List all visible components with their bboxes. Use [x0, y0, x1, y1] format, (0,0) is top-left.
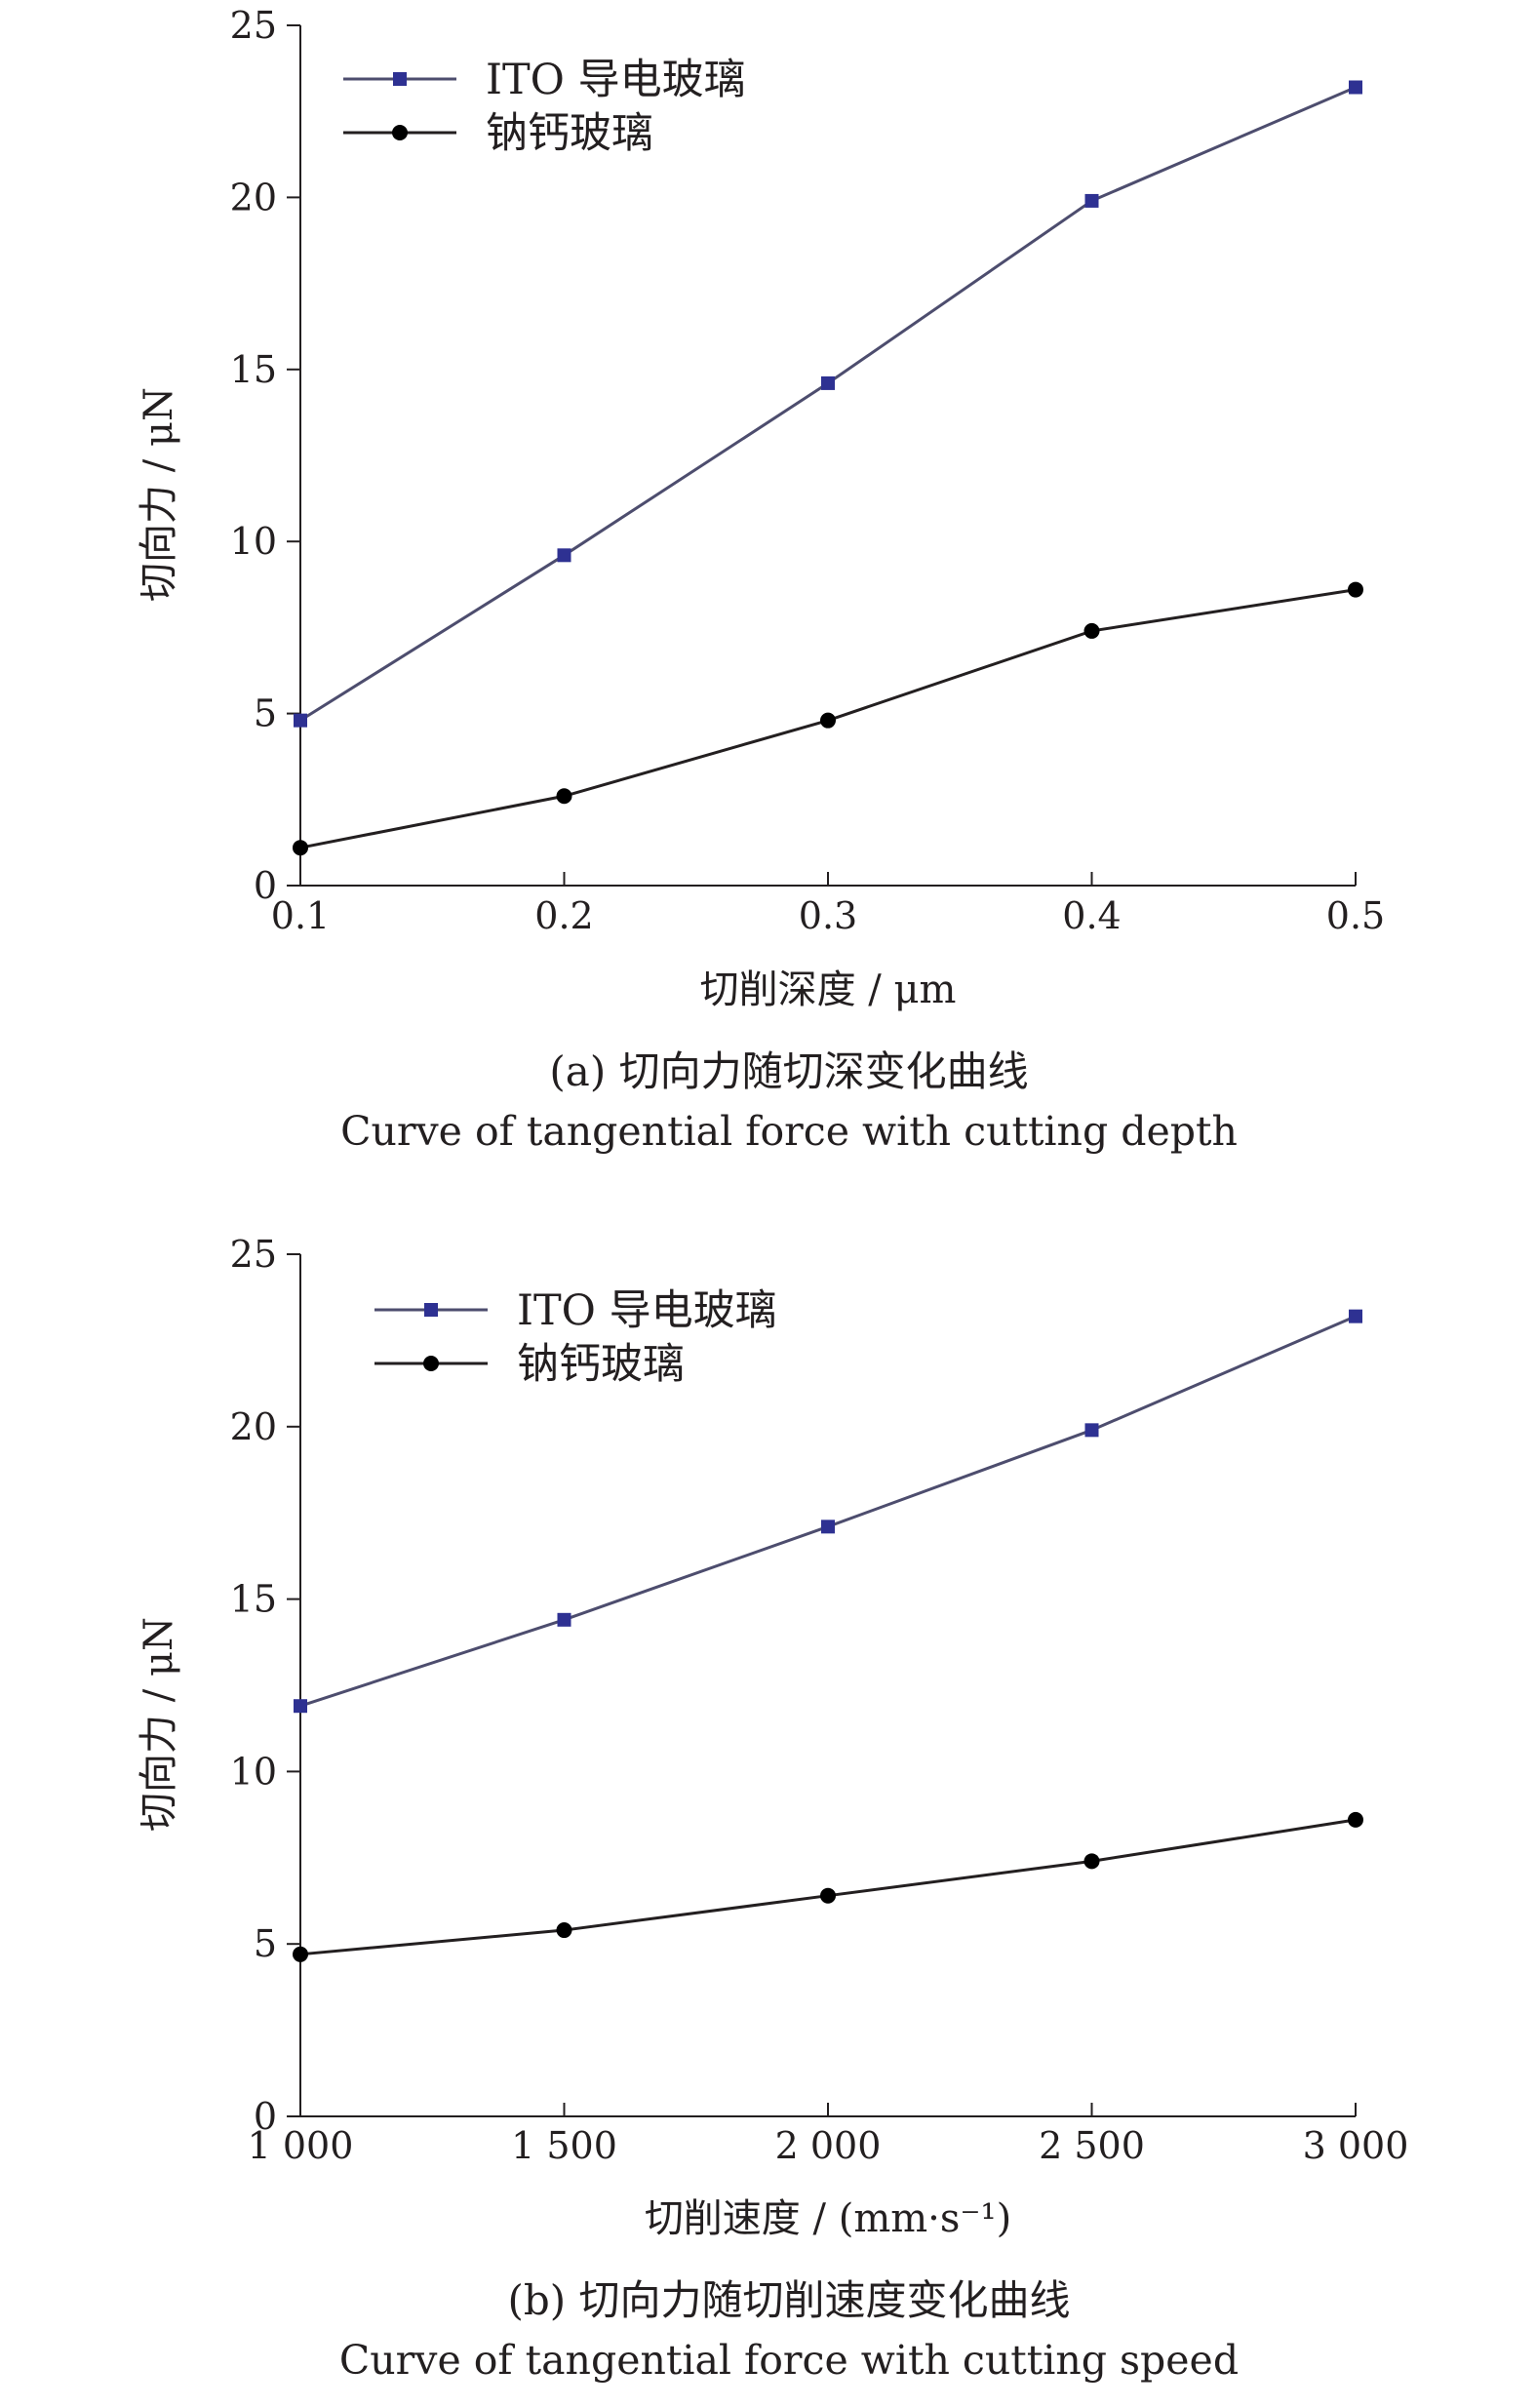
y-tick-label: 10 — [230, 520, 277, 563]
data-point-square — [294, 713, 307, 728]
x-tick-label: 0.4 — [1062, 894, 1121, 937]
data-point-square — [821, 1520, 835, 1534]
legend-marker-square — [393, 72, 407, 86]
data-point-circle — [1348, 1811, 1363, 1828]
data-point-square — [1349, 80, 1362, 95]
x-axis-title: 切削深度 / μm — [700, 967, 957, 1012]
y-tick-label: 10 — [230, 1750, 277, 1793]
series-line-0 — [299, 86, 1357, 722]
x-tick-label: 1 000 — [248, 2124, 354, 2167]
legend-label-0: ITO 导电玻璃 — [517, 1286, 777, 1335]
data-point-circle — [820, 1887, 836, 1904]
y-axis-title: 切向力 / μN — [137, 387, 181, 602]
data-point-square — [294, 1699, 307, 1714]
legend-marker-square — [424, 1303, 438, 1317]
series-line-0 — [299, 1315, 1357, 1708]
y-tick-label: 0 — [254, 2095, 277, 2138]
y-tick-label: 25 — [230, 4, 277, 47]
y-tick-label: 20 — [230, 176, 277, 218]
data-point-circle — [1348, 581, 1363, 598]
x-tick-label: 2 500 — [1039, 2124, 1145, 2167]
x-tick-label: 3 000 — [1303, 2124, 1409, 2167]
panel-b: 0 5 10 15 20 25 1 000 1 500 2 000 2 500 3 000 切削速度 … — [137, 1233, 1408, 2384]
data-point-square — [821, 375, 835, 390]
y-tick-label: 0 — [254, 864, 277, 907]
x-tick-label: 0.3 — [799, 894, 857, 937]
y-tick-label: 15 — [230, 1578, 277, 1621]
data-point-square — [1084, 193, 1099, 208]
legend-label-1: 钠钙玻璃 — [486, 109, 653, 158]
caption-cn: (b) 切向力随切削速度变化曲线 — [507, 2276, 1070, 2324]
series-line-1 — [299, 1818, 1357, 1956]
caption-cn: (a) 切向力随切深变化曲线 — [549, 1047, 1028, 1095]
y-tick-label: 20 — [230, 1405, 277, 1448]
legend-marker-circle — [423, 1356, 439, 1371]
legend-marker-circle — [392, 125, 408, 140]
x-tick-label: 1 500 — [511, 2124, 617, 2167]
y-tick-label: 5 — [254, 1922, 277, 1965]
data-point-circle — [293, 840, 308, 856]
data-point-circle — [1083, 622, 1100, 639]
y-axis-title: 切向力 / μN — [137, 1617, 181, 1832]
data-point-circle — [556, 788, 572, 805]
data-point-circle — [293, 1946, 308, 1962]
data-point-circle — [1083, 1853, 1100, 1870]
caption-en: Curve of tangential force with cutting d… — [340, 1108, 1238, 1155]
data-point-circle — [556, 1922, 572, 1939]
data-point-square — [557, 1612, 571, 1627]
legend-label-1: 钠钙玻璃 — [517, 1340, 685, 1389]
y-tick-label: 15 — [230, 348, 277, 391]
y-tick-label: 25 — [230, 1233, 277, 1276]
data-point-square — [1084, 1423, 1099, 1438]
x-tick-label: 0.5 — [1326, 894, 1385, 937]
x-tick-label: 2 000 — [775, 2124, 882, 2167]
x-tick-label: 0.2 — [534, 894, 593, 937]
data-point-square — [557, 548, 571, 563]
x-tick-label: 0.1 — [271, 894, 330, 937]
caption-en: Curve of tangential force with cutting s… — [339, 2337, 1239, 2384]
legend-label-0: ITO 导电玻璃 — [486, 56, 746, 104]
panel-a: 0 5 10 15 20 25 0.1 0.2 0.3 0.4 0.5 切削深度 / μm 切向力 / … — [137, 4, 1385, 1155]
y-tick-label: 5 — [254, 692, 277, 735]
data-point-circle — [820, 712, 836, 729]
data-point-square — [1349, 1309, 1362, 1323]
x-axis-title: 切削速度 / (mm·s⁻¹) — [645, 2196, 1011, 2241]
